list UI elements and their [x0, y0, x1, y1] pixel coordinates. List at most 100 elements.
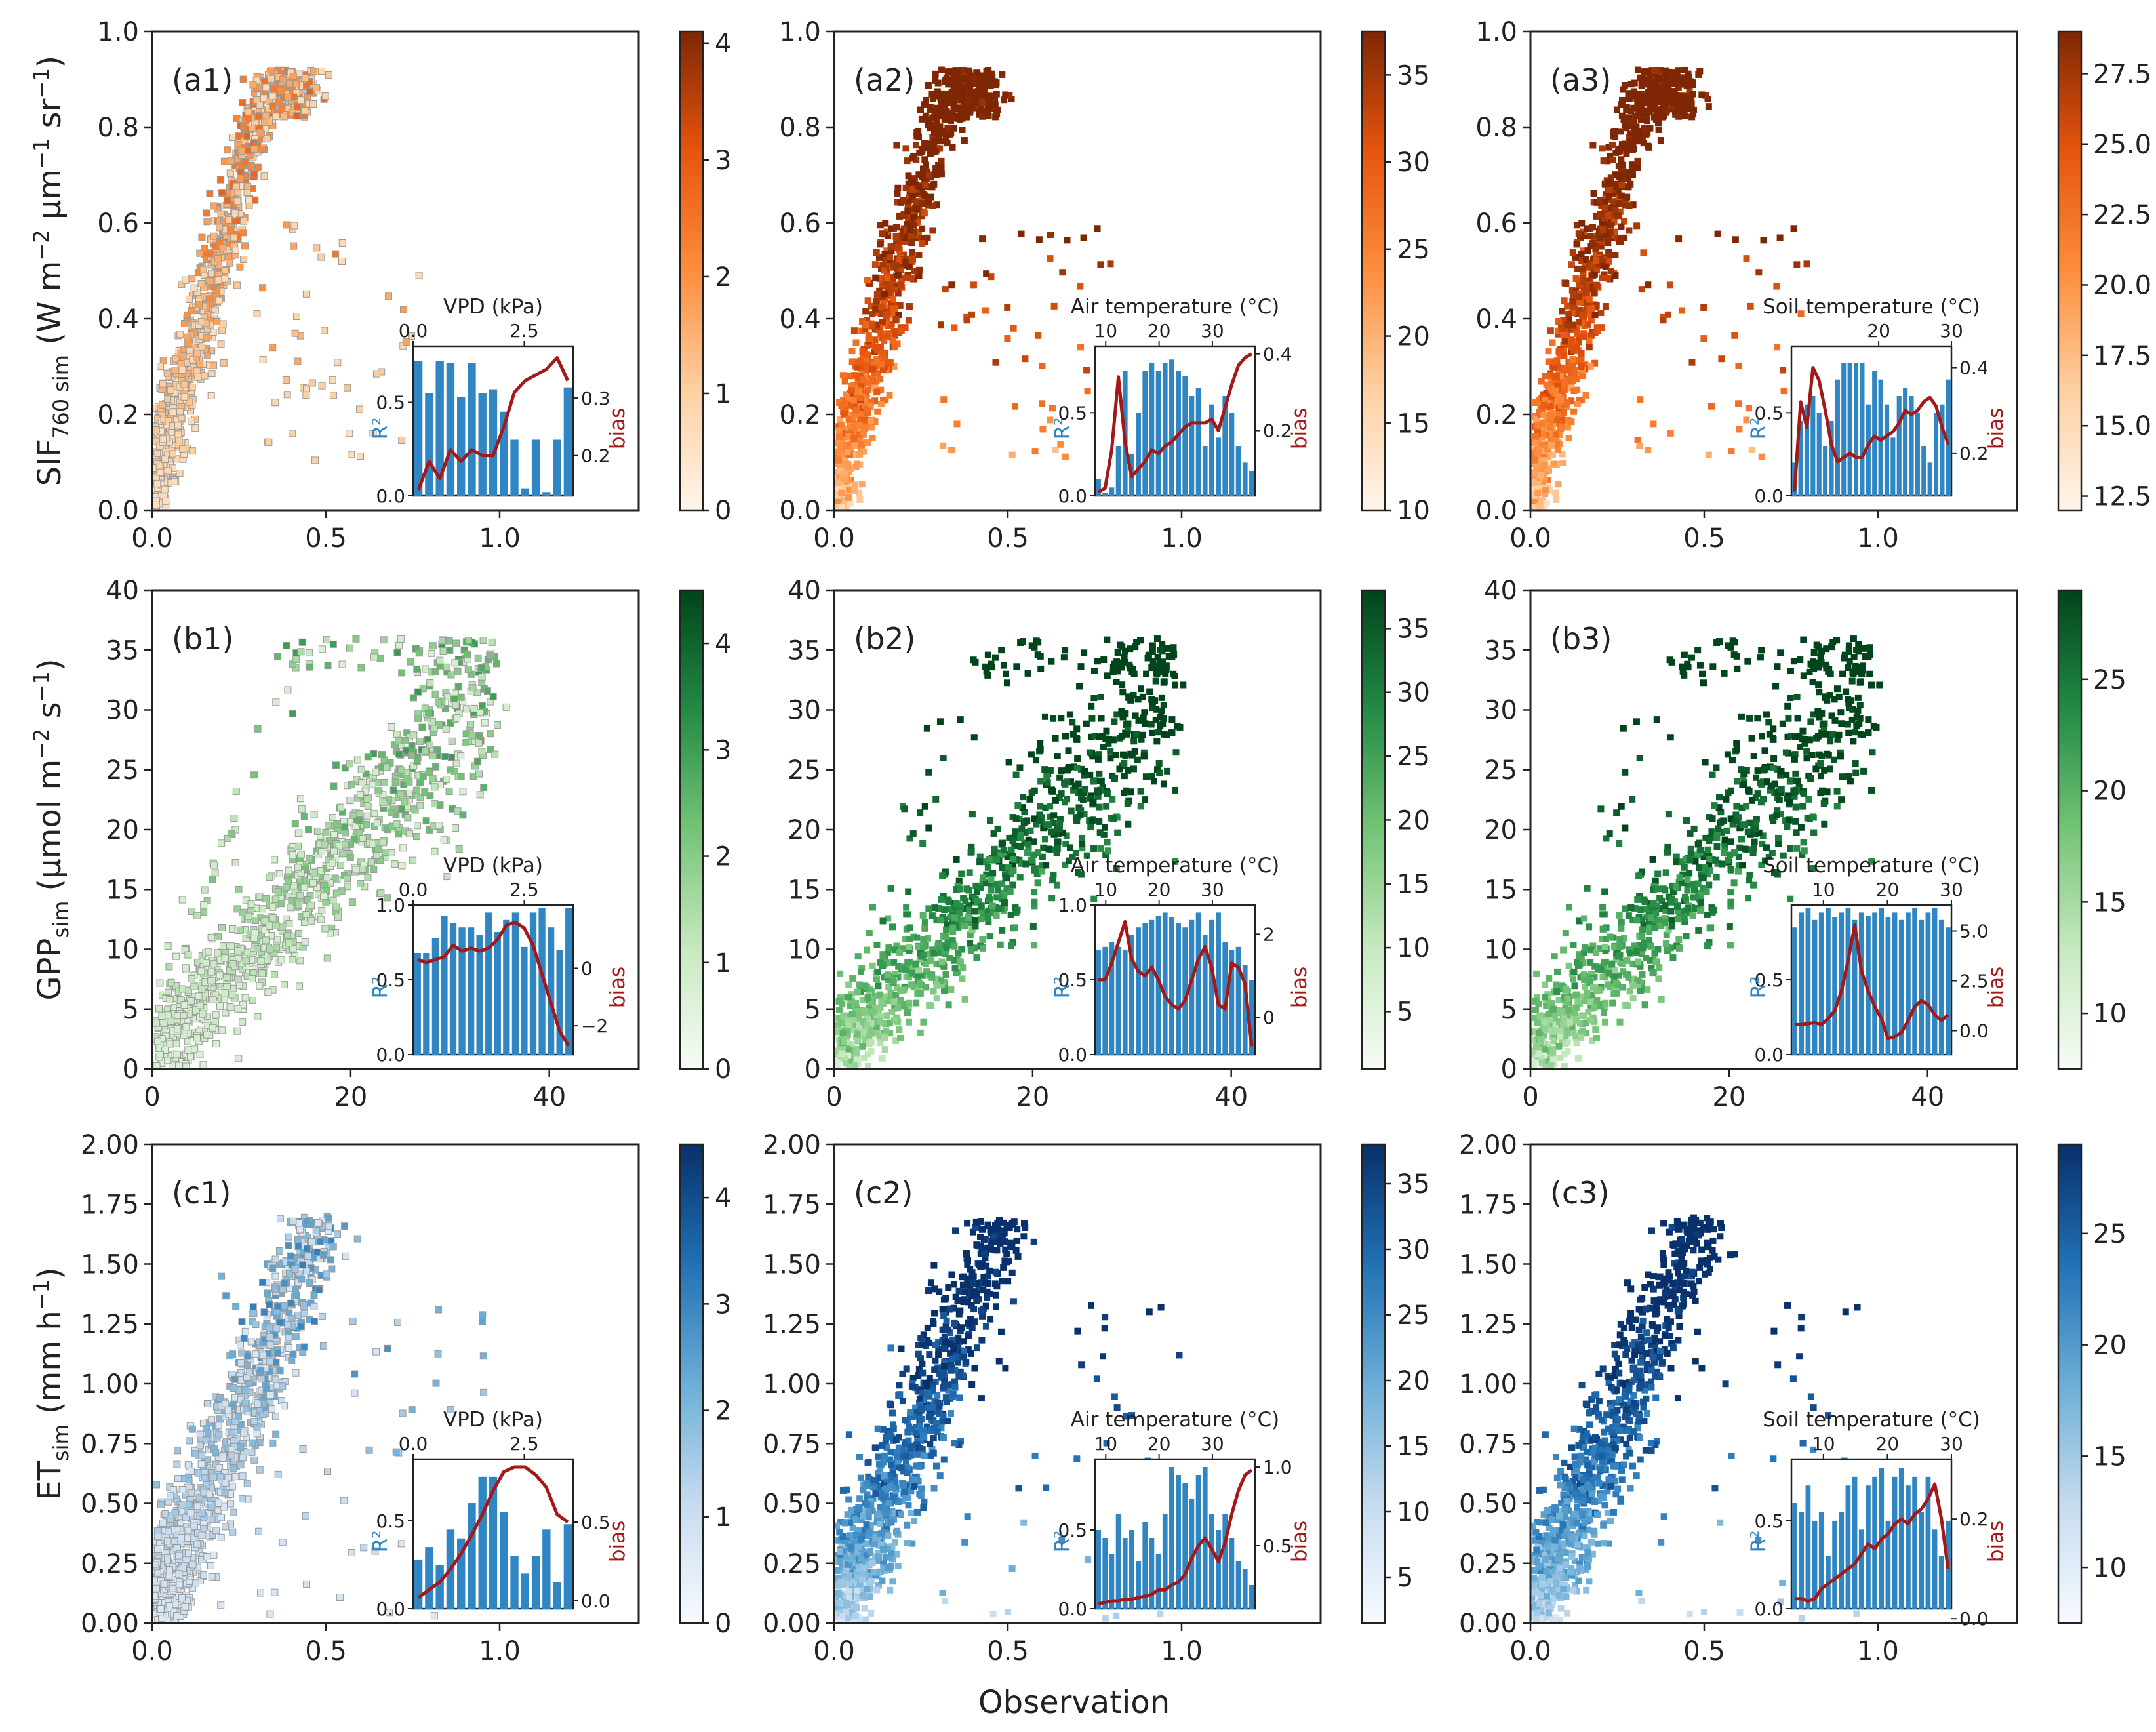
scatter-point [180, 1001, 188, 1009]
scatter-point [165, 1011, 172, 1019]
scatter-point [221, 989, 229, 997]
scatter-point [892, 315, 900, 323]
r2-bar [1823, 446, 1828, 496]
scatter-point [951, 113, 959, 121]
scatter-point [892, 224, 900, 231]
scatter-point [904, 1009, 911, 1017]
scatter-point [165, 963, 173, 971]
panel-label: (a3) [1550, 62, 1611, 98]
scatter-point [165, 417, 172, 425]
scatter-point [282, 376, 290, 384]
scatter-point [1673, 73, 1681, 81]
scatter-point [318, 645, 326, 653]
y-tick-label: 0.6 [97, 209, 139, 239]
scatter-point [859, 408, 866, 415]
scatter-point [1747, 302, 1754, 310]
scatter-point [1003, 679, 1010, 687]
r2-bar [563, 387, 572, 496]
scatter-point [209, 996, 217, 1003]
scatter-point [407, 752, 415, 759]
scatter-point [993, 110, 1001, 117]
scatter-point [1569, 249, 1576, 256]
scatter-point [879, 230, 886, 237]
scatter-point [1549, 339, 1556, 346]
scatter-point [982, 307, 989, 314]
scatter-point [153, 1037, 161, 1045]
r2-bar [449, 923, 457, 1055]
colorbar-tick-label: 17.5 [2093, 341, 2151, 371]
scatter-point [1607, 268, 1614, 275]
x-tick-label: 0.5 [1683, 523, 1725, 554]
scatter-point [212, 1011, 220, 1018]
scatter-point [190, 982, 198, 990]
scatter-point [207, 277, 214, 285]
scatter-point [475, 739, 483, 747]
scatter-point [916, 149, 923, 156]
scatter-point [221, 266, 229, 274]
colorbar-tick-label: 35 [1397, 60, 1430, 91]
scatter-point [887, 243, 894, 251]
scatter-point [269, 914, 277, 921]
scatter-point [946, 131, 953, 138]
scatter-point [856, 395, 864, 402]
scatter-point [203, 352, 211, 359]
y-tick-label: 0.6 [1475, 209, 1517, 239]
scatter-point [913, 198, 921, 205]
scatter-point [311, 456, 319, 464]
scatter-point [247, 900, 255, 908]
scatter-point [835, 433, 843, 440]
scatter-point [1678, 307, 1685, 314]
scatter-point [219, 942, 227, 950]
scatter-point [300, 813, 308, 820]
scatter-point [413, 757, 421, 765]
scatter-point [1565, 311, 1572, 318]
colorbar-tick-label: 20.0 [2093, 270, 2151, 300]
x-tick-label: 20 [334, 1082, 367, 1112]
scatter-point [200, 245, 208, 252]
scatter-point [372, 768, 380, 776]
scatter-point [1561, 386, 1568, 393]
scatter-point [914, 218, 921, 226]
inset-bias-tick-label: 0.4 [1959, 357, 1989, 379]
scatter-point [1643, 131, 1650, 138]
scatter-point [890, 305, 897, 312]
x-tick-label: 40 [532, 1082, 566, 1112]
scatter-point [881, 338, 888, 345]
inset-r2-tick-label: 0.0 [376, 485, 405, 507]
scatter-point [197, 317, 205, 325]
scatter-point [292, 312, 300, 320]
inset-r2-tick-label: 0.0 [1058, 485, 1087, 507]
scatter-point [230, 233, 238, 241]
scatter-point [355, 829, 363, 837]
scatter-point [330, 847, 338, 855]
y-axis-label-part: (μmol m [31, 759, 68, 901]
r2-bar [476, 935, 483, 1055]
scatter-point [903, 904, 910, 911]
scatter-point [854, 460, 861, 468]
scatter-point [935, 106, 942, 113]
scatter-point [1572, 275, 1580, 282]
scatter-point [1039, 363, 1046, 370]
scatter-point [393, 731, 401, 738]
scatter-point [221, 157, 229, 165]
scatter-point [860, 376, 867, 384]
scatter-point [1068, 807, 1075, 815]
scatter-point [987, 82, 994, 89]
scatter-point [904, 207, 911, 214]
scatter-point [223, 983, 231, 991]
scatter-point [163, 369, 171, 377]
inset-bias-tick-label: 0.4 [1263, 344, 1292, 365]
colorbar-tick-label: 15.0 [2093, 411, 2151, 441]
inset-bias-label: bias [1984, 408, 2008, 449]
scatter-point [1008, 96, 1015, 103]
colorbar-tick-label: 30 [1397, 148, 1430, 178]
scatter-point [258, 969, 266, 977]
r2-bar [531, 439, 540, 496]
scatter-point [1559, 460, 1567, 467]
x-tick-label: 0.0 [1509, 523, 1551, 554]
scatter-point [205, 295, 213, 303]
y-tick-label: 40 [106, 576, 139, 606]
y-tick-label: 5 [123, 995, 139, 1025]
scatter-point [243, 132, 251, 140]
scatter-point [1638, 286, 1645, 293]
